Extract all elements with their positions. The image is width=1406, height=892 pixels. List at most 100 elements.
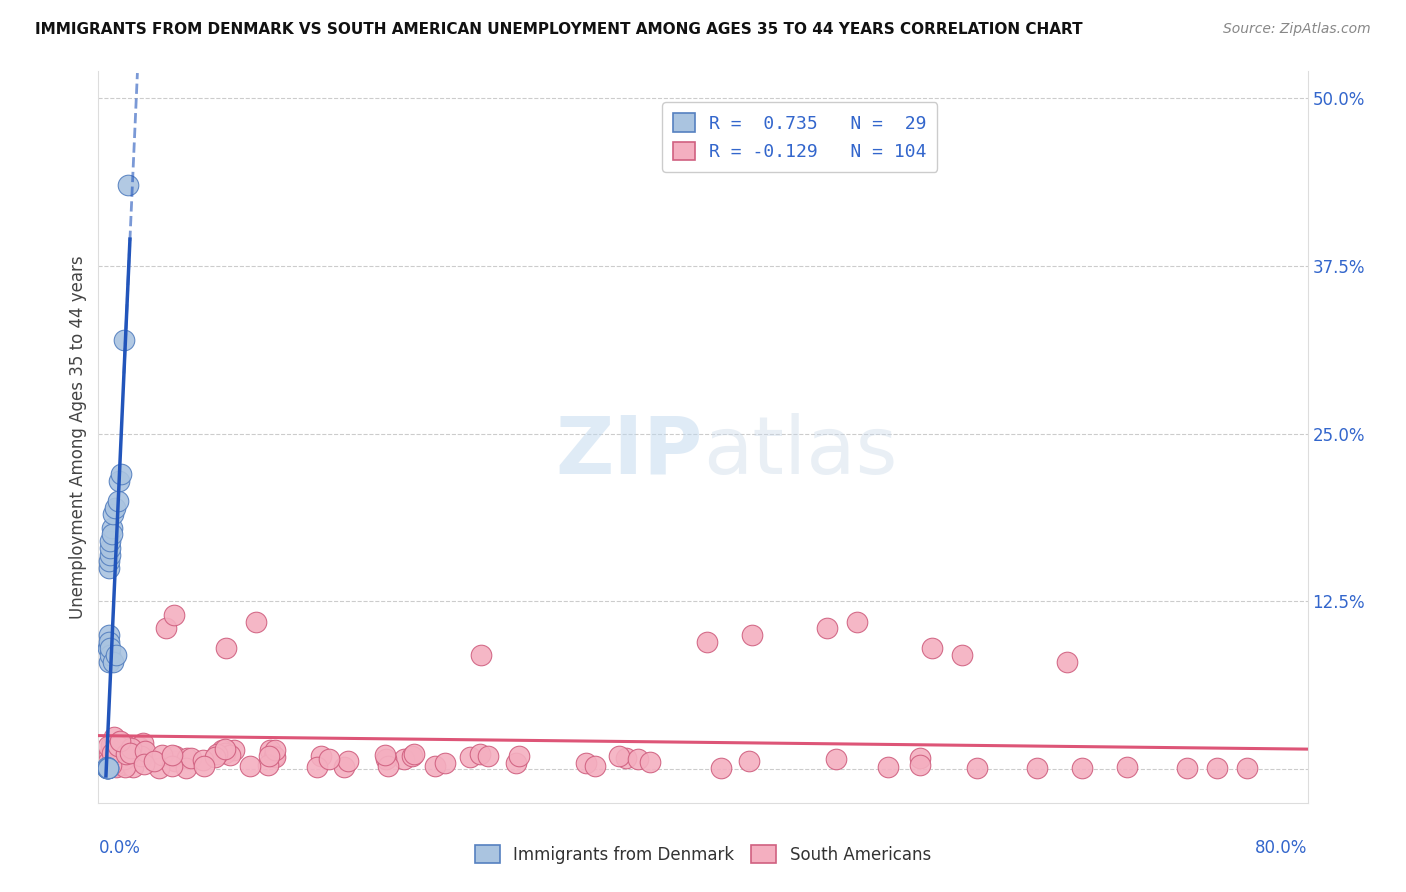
Point bbox=[97, 761, 120, 775]
Point bbox=[163, 754, 186, 768]
Point bbox=[607, 749, 630, 764]
Point bbox=[477, 749, 499, 764]
Point bbox=[107, 739, 129, 753]
Point bbox=[96, 761, 118, 775]
Point bbox=[128, 740, 150, 755]
Point bbox=[741, 628, 763, 642]
Point bbox=[103, 730, 125, 744]
Point bbox=[307, 760, 329, 774]
Point bbox=[163, 749, 186, 764]
Point bbox=[112, 333, 135, 347]
Point bbox=[458, 749, 481, 764]
Point bbox=[115, 747, 138, 762]
Point bbox=[105, 648, 128, 662]
Point bbox=[125, 747, 148, 761]
Point bbox=[468, 747, 491, 761]
Point bbox=[97, 761, 120, 775]
Point bbox=[160, 747, 183, 762]
Point bbox=[98, 554, 121, 568]
Point bbox=[627, 752, 650, 766]
Point bbox=[112, 738, 135, 752]
Point bbox=[97, 641, 120, 656]
Point bbox=[97, 561, 120, 575]
Point bbox=[211, 743, 233, 757]
Point bbox=[118, 747, 141, 761]
Point bbox=[124, 747, 146, 761]
Point bbox=[104, 500, 127, 515]
Point bbox=[377, 759, 399, 773]
Point bbox=[120, 741, 142, 756]
Point bbox=[966, 761, 988, 775]
Point bbox=[155, 621, 177, 635]
Point bbox=[96, 761, 118, 775]
Point bbox=[100, 641, 122, 656]
Point bbox=[150, 748, 173, 763]
Point bbox=[375, 752, 398, 766]
Point bbox=[583, 758, 606, 772]
Point bbox=[101, 750, 124, 764]
Point bbox=[174, 761, 197, 775]
Point bbox=[104, 760, 127, 774]
Point bbox=[115, 758, 138, 772]
Point bbox=[131, 748, 153, 763]
Point bbox=[132, 756, 155, 771]
Legend: R =  0.735   N =  29, R = -0.129   N = 104: R = 0.735 N = 29, R = -0.129 N = 104 bbox=[662, 103, 938, 172]
Point bbox=[180, 751, 202, 765]
Point bbox=[877, 760, 900, 774]
Point bbox=[103, 508, 125, 522]
Point bbox=[401, 748, 423, 763]
Point bbox=[97, 655, 120, 669]
Point bbox=[433, 756, 456, 770]
Point bbox=[470, 648, 492, 662]
Point bbox=[614, 751, 637, 765]
Point bbox=[505, 756, 527, 771]
Point bbox=[215, 641, 238, 656]
Point bbox=[148, 761, 170, 775]
Point bbox=[846, 615, 869, 629]
Point bbox=[204, 749, 226, 764]
Point bbox=[100, 757, 122, 772]
Point bbox=[193, 759, 215, 773]
Text: IMMIGRANTS FROM DENMARK VS SOUTH AMERICAN UNEMPLOYMENT AMONG AGES 35 TO 44 YEARS: IMMIGRANTS FROM DENMARK VS SOUTH AMERICA… bbox=[35, 22, 1083, 37]
Point bbox=[1177, 761, 1199, 775]
Point bbox=[1236, 761, 1258, 775]
Point bbox=[103, 655, 125, 669]
Point bbox=[160, 758, 183, 772]
Point bbox=[107, 759, 129, 773]
Text: Source: ZipAtlas.com: Source: ZipAtlas.com bbox=[1223, 22, 1371, 37]
Point bbox=[132, 736, 155, 750]
Point bbox=[425, 759, 447, 773]
Point bbox=[224, 742, 246, 756]
Point bbox=[110, 735, 132, 749]
Point bbox=[114, 760, 136, 774]
Point bbox=[259, 743, 281, 757]
Point bbox=[193, 753, 215, 767]
Point bbox=[238, 758, 260, 772]
Point bbox=[97, 761, 120, 775]
Point bbox=[257, 758, 280, 772]
Point bbox=[97, 634, 120, 648]
Point bbox=[825, 751, 848, 765]
Point bbox=[129, 745, 152, 759]
Point bbox=[176, 750, 198, 764]
Point bbox=[696, 634, 718, 648]
Point bbox=[107, 758, 129, 772]
Point bbox=[214, 747, 236, 761]
Point bbox=[1206, 761, 1229, 775]
Point bbox=[508, 749, 530, 764]
Point bbox=[134, 744, 156, 758]
Point bbox=[263, 743, 285, 757]
Point bbox=[103, 747, 125, 762]
Point bbox=[107, 493, 129, 508]
Point bbox=[117, 178, 139, 193]
Point bbox=[115, 744, 138, 758]
Point bbox=[112, 752, 135, 766]
Point bbox=[1056, 655, 1078, 669]
Point bbox=[575, 756, 598, 770]
Point bbox=[402, 747, 425, 761]
Point bbox=[950, 648, 973, 662]
Point bbox=[264, 749, 287, 764]
Point bbox=[100, 739, 122, 753]
Point bbox=[219, 748, 242, 763]
Y-axis label: Unemployment Among Ages 35 to 44 years: Unemployment Among Ages 35 to 44 years bbox=[69, 255, 87, 619]
